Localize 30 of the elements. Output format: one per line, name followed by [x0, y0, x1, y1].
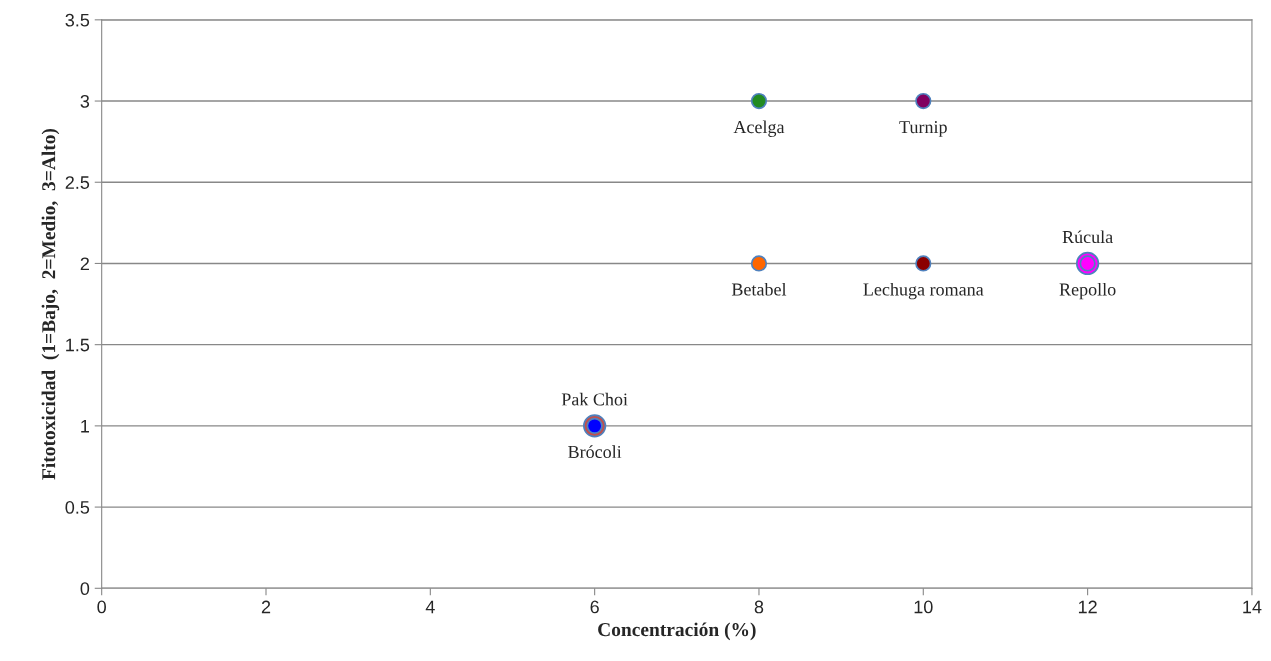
series-label: Repollo [1059, 282, 1116, 300]
series-label: Lechuga romana [863, 282, 984, 300]
y-tick-label: 0.5 [65, 501, 90, 514]
point [915, 255, 932, 272]
series-label: Betabel [731, 282, 787, 296]
point [750, 255, 768, 272]
point [915, 92, 932, 110]
x-tick-label: 2 [261, 600, 271, 614]
y-tick-label: 1 [81, 419, 89, 433]
x-tick-label: 0 [97, 600, 106, 614]
series-label: Pak Choi [561, 392, 628, 406]
x-tick-label: 8 [754, 600, 764, 614]
y-tick-label: 2 [80, 257, 89, 270]
x-axis-title: Concentración (%) [598, 622, 756, 641]
y-axis-title: Fitotoxicidad (1=Bajo, 2=Medio, 3=Alto) [41, 128, 60, 480]
y-tick-label: 2.5 [65, 176, 90, 189]
x-tick-label: 10 [914, 600, 933, 614]
series-label: Rúcula [1062, 230, 1113, 244]
x-tick-label: 4 [425, 600, 435, 614]
y-tick-label: 3 [80, 94, 90, 108]
y-tick-label: 3.5 [65, 13, 90, 27]
x-tick-label: 12 [1078, 600, 1097, 614]
series-label: Turnip [899, 121, 947, 137]
series-label: Acelga [733, 120, 785, 137]
series-label: Brócoli [568, 445, 622, 459]
y-tick-label: 0 [80, 582, 90, 596]
point [750, 92, 768, 110]
y-tick-label: 1.5 [66, 338, 90, 352]
x-tick-label: 6 [590, 600, 599, 614]
x-tick-label: 14 [1243, 600, 1262, 614]
